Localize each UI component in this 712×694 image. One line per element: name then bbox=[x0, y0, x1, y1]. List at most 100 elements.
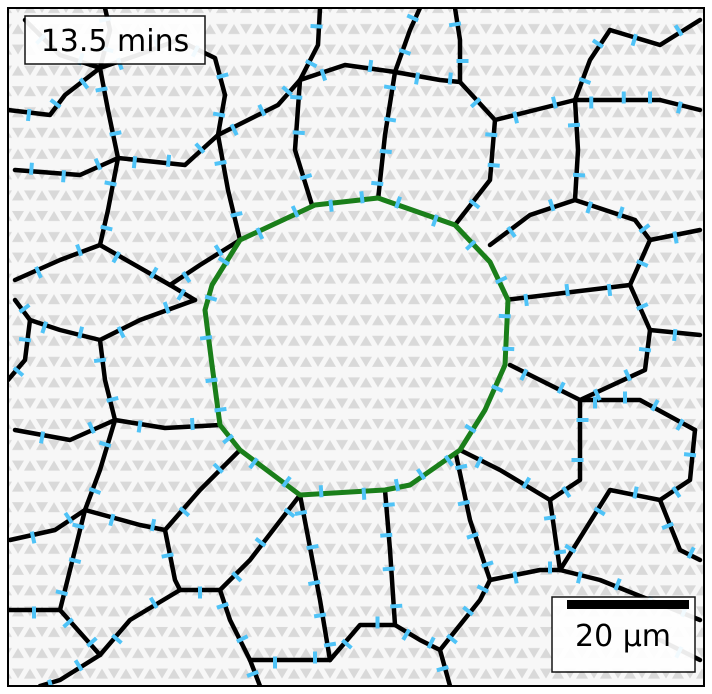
edge-marker bbox=[394, 196, 402, 209]
edge-marker bbox=[313, 612, 327, 619]
edge-marker bbox=[638, 223, 651, 234]
edge-marker bbox=[506, 225, 517, 239]
edge-marker bbox=[254, 536, 267, 548]
edge-marker bbox=[671, 485, 682, 499]
edge-marker bbox=[550, 96, 558, 109]
edge-marker bbox=[371, 180, 384, 187]
cell-edge bbox=[57, 607, 103, 658]
edge-marker bbox=[205, 377, 218, 384]
edge-marker bbox=[553, 549, 567, 555]
edge-marker bbox=[104, 180, 117, 187]
edge-marker bbox=[165, 154, 172, 167]
edge-marker bbox=[567, 122, 581, 128]
edge-marker bbox=[464, 239, 477, 251]
cell-edge bbox=[97, 337, 118, 423]
cell-edge bbox=[382, 487, 398, 628]
edge-marker bbox=[34, 265, 43, 279]
edge-marker bbox=[431, 214, 439, 227]
edge-marker bbox=[162, 301, 171, 314]
edge-marker bbox=[283, 507, 296, 519]
edge-marker bbox=[310, 24, 323, 29]
edge-marker bbox=[26, 108, 32, 122]
cell-edge bbox=[12, 417, 118, 443]
edge-marker bbox=[304, 59, 318, 69]
cell-edge bbox=[97, 155, 121, 248]
edge-marker bbox=[341, 638, 353, 650]
cell-edge bbox=[487, 567, 563, 583]
edge-marker bbox=[87, 421, 96, 435]
wound-boundary bbox=[202, 195, 511, 498]
edge-marker bbox=[575, 571, 583, 584]
edge-marker bbox=[319, 68, 328, 82]
edge-marker bbox=[290, 94, 303, 100]
edge-marker bbox=[415, 468, 427, 481]
edge-marker bbox=[12, 366, 25, 378]
edge-marker bbox=[63, 511, 74, 525]
edge-marker bbox=[62, 617, 74, 629]
cell-edge bbox=[112, 417, 223, 431]
edge-marker bbox=[235, 634, 249, 644]
edge-marker bbox=[306, 543, 319, 551]
edge-marker bbox=[93, 357, 107, 364]
cell-edge bbox=[452, 117, 498, 228]
edge-marker bbox=[248, 457, 259, 470]
scale-bar: 20 μm bbox=[551, 596, 696, 673]
cell-edge bbox=[547, 497, 563, 573]
edge-marker bbox=[161, 552, 174, 559]
cell-edge bbox=[327, 622, 398, 663]
edge-marker bbox=[106, 395, 119, 403]
edge-marker bbox=[474, 455, 484, 469]
edge-marker bbox=[436, 665, 449, 673]
cell-edge bbox=[572, 197, 653, 243]
cell-edge bbox=[607, 17, 703, 48]
edge-marker bbox=[78, 77, 90, 90]
edge-marker bbox=[519, 368, 529, 381]
edge-marker bbox=[318, 485, 324, 498]
edge-marker bbox=[502, 346, 515, 352]
edge-marker bbox=[564, 543, 577, 554]
edge-marker bbox=[512, 571, 519, 584]
edge-marker bbox=[613, 578, 622, 591]
edge-marker bbox=[68, 557, 82, 565]
cell-edge bbox=[162, 447, 243, 533]
cell-edge bbox=[392, 8, 423, 75]
edge-marker bbox=[498, 313, 511, 319]
edge-marker bbox=[454, 463, 468, 471]
edge-marker bbox=[585, 201, 594, 214]
cell-edge bbox=[217, 492, 303, 593]
time-label-box: 13.5 mins bbox=[24, 15, 206, 65]
edge-marker bbox=[635, 302, 649, 311]
edge-marker bbox=[380, 532, 393, 538]
edge-marker bbox=[216, 72, 229, 80]
scale-bar-label: 20 μm bbox=[575, 619, 671, 654]
cell-edge bbox=[297, 8, 323, 83]
edge-marker bbox=[55, 589, 69, 597]
cell-edge bbox=[492, 97, 578, 123]
edge-marker bbox=[18, 303, 31, 314]
cell-edge bbox=[217, 587, 253, 663]
cell-edge bbox=[8, 507, 88, 543]
cell-edge bbox=[97, 65, 121, 161]
edge-marker bbox=[95, 86, 108, 93]
edge-marker bbox=[359, 191, 365, 204]
edge-marker bbox=[616, 206, 625, 219]
edge-marker bbox=[414, 72, 421, 85]
cell-edge bbox=[297, 492, 333, 663]
cell-edge bbox=[577, 327, 653, 403]
cell-edge bbox=[215, 132, 243, 243]
edge-marker bbox=[109, 130, 122, 137]
edge-marker bbox=[190, 417, 195, 431]
cell-edge bbox=[557, 487, 663, 573]
edge-marker bbox=[672, 328, 678, 342]
time-label: 13.5 mins bbox=[41, 24, 190, 59]
edge-marker bbox=[323, 641, 337, 648]
cell-edge bbox=[27, 317, 103, 343]
edge-marker bbox=[246, 669, 259, 678]
edge-marker bbox=[382, 566, 395, 572]
edge-marker bbox=[361, 487, 367, 500]
edge-marker bbox=[383, 116, 397, 123]
cell-edge bbox=[657, 427, 698, 503]
edge-marker bbox=[194, 142, 206, 154]
cell-edge bbox=[547, 397, 583, 503]
edge-marker bbox=[683, 452, 697, 458]
